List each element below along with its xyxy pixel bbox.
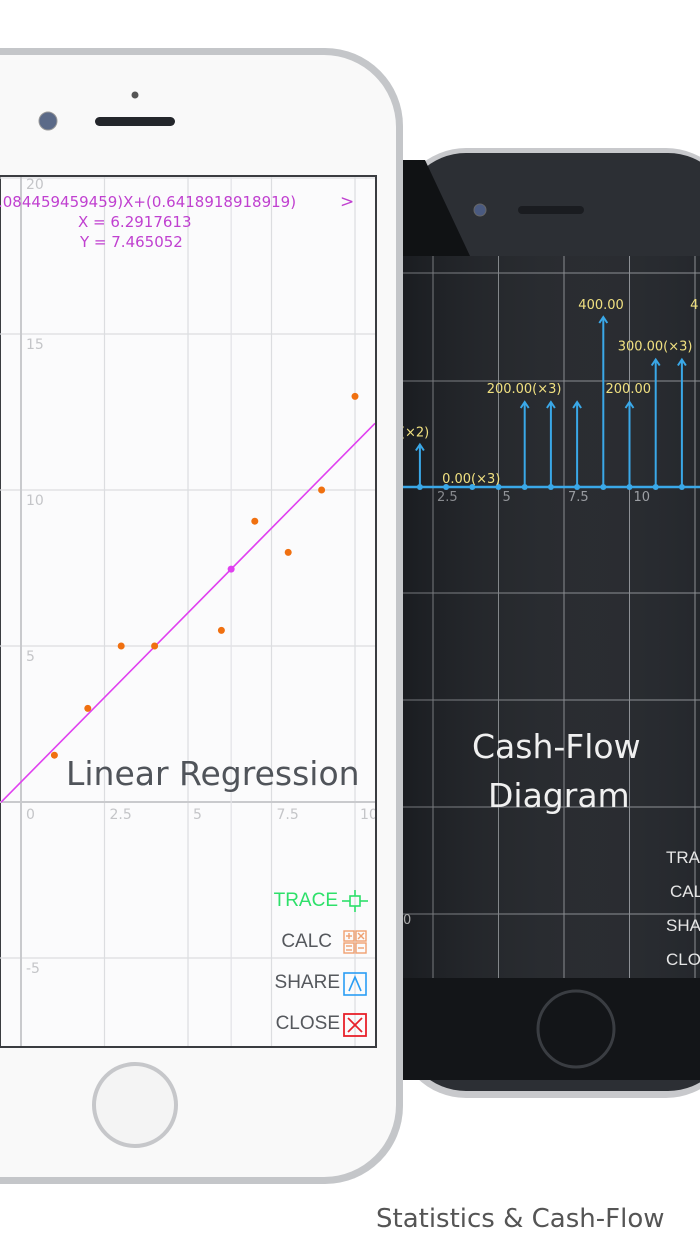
cash-flow-chart: 2.557.510(×2)0.00(×3)200.00(×3)400.00200…	[400, 256, 700, 978]
arrow-head-icon	[415, 442, 425, 452]
dark-phone: 2.557.510(×2)0.00(×3)200.00(×3)400.00200…	[396, 148, 700, 1098]
data-point	[84, 704, 92, 712]
dark-calc-button[interactable]: CAL	[670, 882, 700, 901]
x-tick-label: 0	[26, 807, 35, 823]
cash-flow-label: 0.00(×3)	[442, 472, 500, 487]
y-axis-label-partial: 0	[403, 913, 412, 928]
cash-flow-label: 200.00(×3)	[487, 382, 562, 397]
cash-flow-label: 4	[690, 298, 698, 313]
calc-icon[interactable]	[343, 930, 367, 954]
cash-flow-label: 200.00	[606, 382, 652, 397]
y-tick-label: 20	[26, 177, 44, 193]
front-camera-icon	[38, 111, 58, 131]
dark-trace-button[interactable]: TRA	[666, 848, 700, 867]
data-point	[284, 548, 292, 556]
share-icon[interactable]	[343, 972, 367, 996]
x-tick-label: 7.5	[277, 807, 299, 823]
regression-chart: 0 2.5 5 7.5 10 20 15 10 5 -5	[0, 177, 378, 1046]
white-phone: 0 2.5 5 7.5 10 20 15 10 5 -5	[0, 48, 403, 1184]
data-point	[117, 642, 125, 650]
cash-flow-node	[469, 484, 476, 490]
feature-label-cash-flow: Cash-Flow	[472, 727, 641, 766]
data-point	[50, 751, 58, 759]
close-icon[interactable]	[343, 1013, 367, 1037]
x-tick-label: 10	[360, 807, 378, 823]
arrow-head-icon	[598, 315, 609, 324]
data-point	[318, 486, 326, 494]
share-button[interactable]: SHARE	[274, 972, 340, 993]
data-point	[251, 517, 259, 525]
speaker-grille	[95, 117, 175, 126]
data-point	[217, 626, 225, 634]
screen-glare	[403, 256, 700, 978]
arrow-head-icon	[546, 400, 556, 409]
regression-equation: .084459459459)X+(0.6418918918919)	[0, 193, 297, 211]
cash-flow-node	[495, 484, 502, 490]
feature-label-linear-regression: Linear Regression	[66, 754, 360, 793]
y-tick-label: 15	[26, 337, 44, 353]
regression-line	[0, 422, 375, 803]
feature-label-diagram: Diagram	[488, 776, 630, 815]
dark-chin	[403, 978, 700, 1080]
home-button[interactable]	[92, 1062, 178, 1148]
arrow-head-icon	[519, 400, 530, 409]
trace-y-value: Y = 7.465052	[80, 233, 183, 251]
dark-share-button[interactable]: SHA	[666, 916, 700, 935]
data-point	[151, 642, 159, 650]
trace-point	[227, 565, 235, 573]
y-tick-label: -5	[26, 961, 40, 977]
dark-phone-reflection	[402, 160, 470, 256]
arrow-head-icon	[650, 357, 661, 367]
proximity-sensor	[131, 91, 139, 99]
arrow-head-icon	[572, 400, 582, 409]
dark-home-button[interactable]	[536, 989, 616, 1069]
dark-close-button[interactable]: CLO	[666, 950, 700, 969]
arrow-head-icon	[624, 400, 635, 409]
data-point	[351, 392, 359, 400]
dark-speaker-grille	[518, 206, 584, 214]
arrow-head-icon	[677, 357, 687, 367]
trace-button[interactable]: TRACE	[273, 890, 338, 911]
y-tick-label: 5	[26, 649, 35, 665]
cash-flow-label: (×2)	[400, 426, 429, 441]
close-button[interactable]: CLOSE	[275, 1013, 340, 1034]
calc-button[interactable]: CALC	[281, 931, 332, 952]
cash-flow-label: 300.00(×3)	[618, 340, 693, 355]
trace-x-value: X = 6.2917613	[78, 213, 192, 231]
x-tick-label: 2.5	[110, 807, 132, 823]
cash-flow-label: 400.00	[578, 298, 624, 313]
next-arrow-button[interactable]: >	[340, 192, 355, 212]
dark-front-camera-icon	[473, 203, 487, 217]
caption: Statistics & Cash-Flow	[376, 1204, 665, 1234]
trace-icon[interactable]	[342, 890, 368, 912]
cash-flow-node	[443, 484, 450, 490]
y-tick-label: 10	[26, 493, 44, 509]
x-tick-label: 5	[193, 807, 202, 823]
